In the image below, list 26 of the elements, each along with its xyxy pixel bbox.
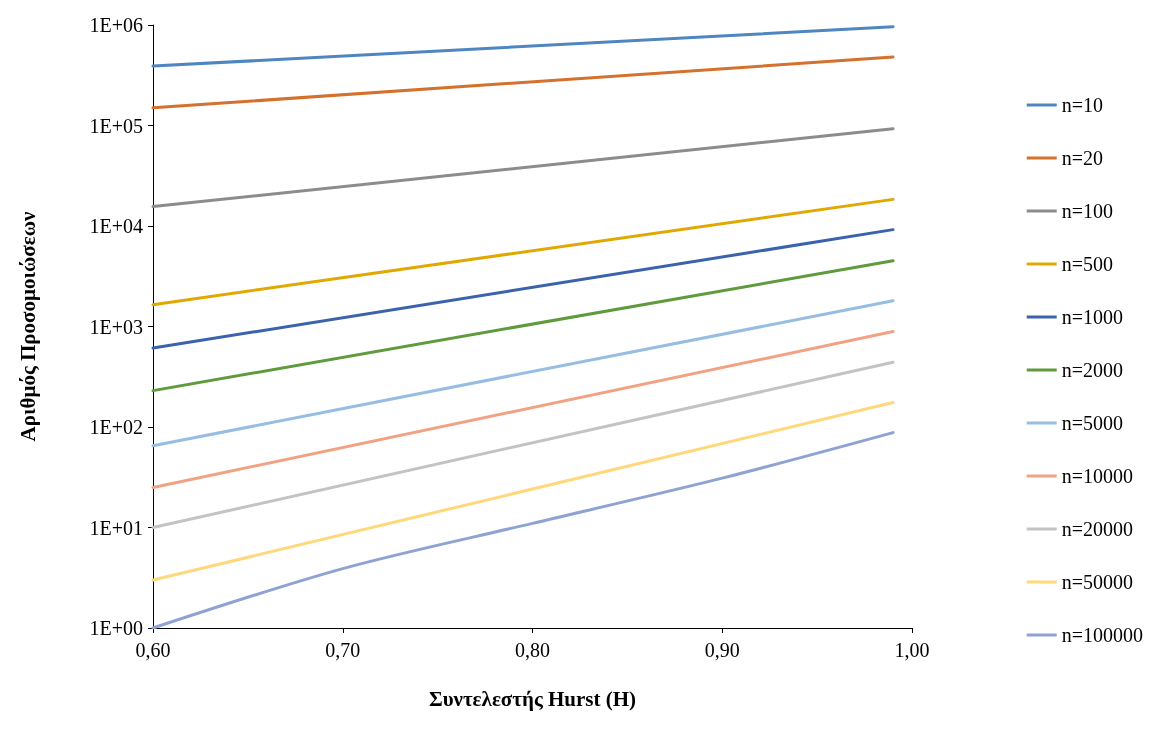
y-tick-label: 1E+01 [89,516,143,539]
y-tick-label: 1E+02 [89,416,143,438]
x-tick-label: 0,80 [515,639,550,661]
legend-label: n=100000 [1061,624,1143,646]
legend-label: n=2000 [1061,359,1123,381]
line-series [151,431,895,630]
legend-label: n=20000 [1061,518,1133,540]
y-tick-label: 1E+06 [89,14,143,36]
y-tick-label: 1E+00 [89,617,143,639]
x-tick-label: 0,90 [704,639,740,661]
x-tick-label: 0,60 [135,639,171,661]
legend-label: n=10000 [1061,465,1133,487]
x-tick-label: 1,00 [894,639,930,661]
y-axis-title: Αριθμός Προσομοιώσεων [15,210,40,442]
legend-label: n=5000 [1061,412,1123,434]
legend-label: n=50000 [1061,571,1133,593]
x-tick-label: 0,70 [325,639,361,661]
y-tick-label: 1E+05 [89,114,143,137]
legend-label: n=10 [1061,94,1103,116]
y-tick-label: 1E+04 [89,215,143,237]
x-axis-title: Συντελεστής Hurst (H) [428,686,637,711]
legend-label: n=500 [1061,253,1113,275]
legend-label: n=1000 [1061,306,1123,328]
legend-label: n=100 [1061,200,1113,222]
y-tick-label: 1E+03 [89,315,143,338]
legend-label: n=20 [1061,147,1103,169]
